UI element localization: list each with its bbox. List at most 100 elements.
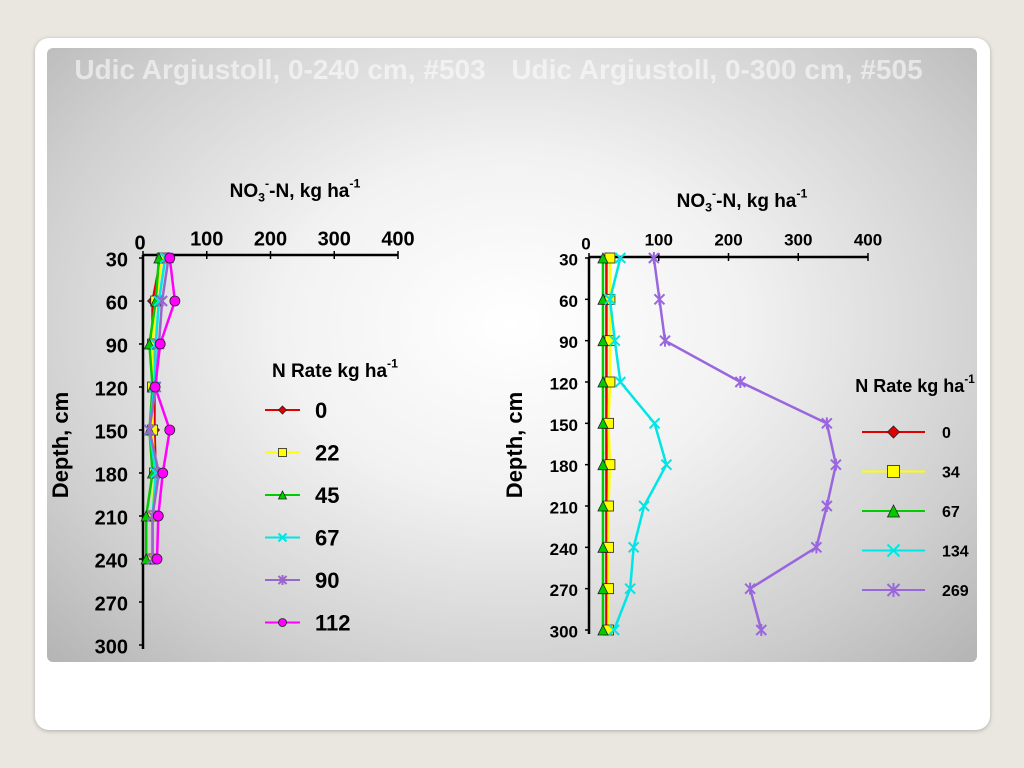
y-tick-label: 180 (550, 457, 578, 476)
x-axis-label-part: 3 (705, 201, 712, 215)
data-point (597, 293, 609, 305)
data-point (152, 510, 164, 522)
y-tick-label: 270 (95, 593, 128, 615)
series-line (153, 257, 177, 560)
data-point (660, 458, 673, 471)
legend-title-part: N Rate kg ha (855, 376, 965, 396)
x-tick-label: 200 (714, 230, 742, 249)
legend-title: N Rate kg ha-1 (272, 357, 398, 382)
x-tick-label: 100 (645, 230, 673, 249)
x-axis-label-part: -N, kg ha (269, 181, 350, 202)
data-point (597, 458, 609, 471)
legend-label: 269 (942, 583, 969, 600)
y-tick-label: 90 (559, 333, 578, 352)
legend-label: 67 (942, 504, 960, 521)
legend-marker (277, 490, 288, 500)
y-tick-label: 180 (95, 464, 128, 486)
legend-label: 34 (942, 465, 960, 482)
data-point (614, 376, 627, 388)
y-tick-label: 120 (550, 374, 578, 393)
data-point (810, 541, 823, 554)
legend-title-part: N Rate kg ha (272, 361, 388, 382)
x-axis-label-part: 3 (258, 191, 265, 205)
y-tick-label: 150 (95, 421, 128, 443)
series-line (652, 257, 838, 631)
data-point (821, 417, 833, 430)
x-axis-label-part: -N, kg ha (716, 191, 797, 212)
x-tick-label: 300 (318, 228, 351, 250)
legend-marker (887, 465, 900, 478)
data-point (648, 417, 661, 430)
x-axis-label-part: -1 (796, 187, 807, 201)
legend-title-part: -1 (387, 357, 398, 371)
x-tick-label: 300 (784, 230, 812, 249)
series-line (607, 258, 612, 630)
x-axis-label-part: NO (230, 181, 259, 202)
x-tick-label: 100 (190, 228, 223, 250)
data-point (156, 295, 168, 307)
y-tick-label: 60 (559, 292, 578, 311)
data-point (597, 624, 609, 636)
data-point (830, 458, 842, 471)
data-point (653, 293, 666, 306)
data-point (614, 252, 627, 264)
data-point (169, 295, 181, 307)
x-axis-label: NO3--N, kg ha-1 (677, 187, 808, 215)
legend-label: 112 (315, 610, 351, 635)
data-point (604, 293, 616, 306)
x-axis-label-part: - (265, 177, 269, 191)
legend-marker (277, 405, 288, 415)
legend-label: 67 (315, 525, 339, 550)
data-point (597, 541, 609, 553)
legend-label: 45 (315, 483, 339, 508)
legend-label: 0 (315, 398, 327, 423)
data-point (755, 624, 767, 636)
data-point (597, 417, 609, 429)
y-tick-label: 210 (95, 507, 128, 529)
data-point (624, 582, 636, 595)
legend-marker (886, 583, 901, 597)
x-axis-label-part: - (712, 187, 716, 201)
y-tick-label: 300 (550, 622, 578, 641)
y-axis-label: Depth, cm (502, 392, 527, 498)
legend-marker (886, 425, 901, 439)
legend-label: 22 (315, 440, 339, 465)
x-axis-label-part: -1 (349, 177, 360, 191)
legend-label: 90 (315, 568, 339, 593)
y-tick-label: 120 (95, 378, 128, 400)
x-axis-label-part: NO (677, 191, 706, 212)
legend-label: 0 (942, 425, 951, 442)
y-tick-label: 30 (559, 250, 578, 269)
x-axis-label: NO3--N, kg ha-1 (230, 177, 361, 205)
x-tick-label: 400 (854, 230, 882, 249)
y-tick-label: 210 (550, 498, 578, 517)
series-line (148, 257, 170, 559)
legend-marker (278, 448, 287, 457)
legend-marker (278, 618, 287, 627)
y-axis-label: Depth, cm (48, 392, 73, 498)
y-tick-label: 240 (95, 550, 128, 572)
data-point (821, 500, 833, 512)
legend-marker (277, 575, 288, 585)
data-point (659, 334, 671, 347)
y-tick-label: 60 (106, 292, 128, 314)
y-tick-label: 150 (550, 416, 578, 435)
data-point (648, 252, 660, 264)
legend-title: N Rate kg ha-1 (855, 373, 975, 396)
x-tick-label: 200 (254, 228, 287, 250)
legend-title-part: -1 (964, 373, 975, 386)
x-tick-label: 0 (134, 232, 145, 254)
data-point (597, 500, 609, 512)
chart-title: Udic Argiustoll, 0-240 cm, #503 (74, 54, 486, 85)
chart-title: Udic Argiustoll, 0-300 cm, #505 (511, 54, 923, 85)
legend-marker (886, 543, 901, 558)
x-tick-label: 400 (381, 228, 414, 250)
data-point (164, 252, 176, 264)
data-point (597, 334, 609, 347)
data-point (151, 553, 163, 565)
x-tick-label: 0 (581, 234, 590, 253)
data-point (597, 582, 609, 595)
data-point (627, 541, 640, 554)
